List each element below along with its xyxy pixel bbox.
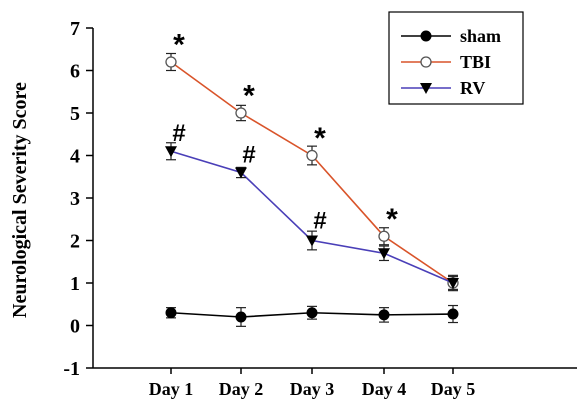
significance-asterisk: * <box>386 203 398 236</box>
data-point <box>235 107 247 119</box>
legend-label: sham <box>460 26 501 46</box>
data-point <box>420 83 432 94</box>
data-point <box>306 307 318 319</box>
annotation-layer: * * * * # # # <box>172 29 398 236</box>
legend: sham TBI RV <box>388 11 524 105</box>
data-point <box>165 56 177 68</box>
y-tick-label: 3 <box>70 188 80 210</box>
series-layer <box>165 52 459 327</box>
x-tick-label: Day 3 <box>290 379 335 399</box>
legend-item-rv: RV <box>401 78 485 98</box>
x-tick-label: Day 1 <box>149 379 194 399</box>
y-tick-label: 5 <box>70 103 80 125</box>
x-tick-label: Day 5 <box>431 379 476 399</box>
data-point <box>165 146 177 158</box>
significance-hash: # <box>313 207 326 234</box>
data-point <box>235 311 247 323</box>
data-point <box>420 30 432 42</box>
series-sham <box>165 304 459 327</box>
legend-label: TBI <box>460 52 491 72</box>
y-axis-title: Neurological Severity Score <box>9 82 31 318</box>
significance-hash: # <box>172 120 185 147</box>
data-point <box>306 149 318 162</box>
significance-hash: # <box>242 141 255 168</box>
y-tick-label: 4 <box>70 146 80 168</box>
series-rv <box>165 142 459 290</box>
data-point <box>235 167 247 179</box>
x-tick-label: Day 2 <box>219 379 264 399</box>
data-point <box>378 248 390 260</box>
y-tick-label: -1 <box>63 358 80 380</box>
data-point <box>378 309 390 321</box>
legend-item-tbi: TBI <box>401 52 491 72</box>
y-tick-label: 1 <box>70 273 80 295</box>
y-tick-label: 2 <box>70 231 80 253</box>
y-tick-label: 7 <box>70 18 80 40</box>
series-tbi <box>165 52 459 292</box>
significance-asterisk: * <box>243 80 255 113</box>
series-line <box>170 150 454 284</box>
significance-asterisk: * <box>314 122 326 155</box>
y-tick-label: 0 <box>70 316 80 338</box>
legend-label: RV <box>460 78 485 98</box>
data-point <box>165 307 177 319</box>
legend-box <box>388 11 524 105</box>
legend-item-sham: sham <box>401 26 501 46</box>
y-tick-label: 6 <box>70 61 80 83</box>
axes: -1 0 1 2 3 4 5 6 7 Day 1 Day 2 Day 3 Day 4 Day 5 <box>63 18 577 399</box>
data-point <box>447 278 459 289</box>
x-tick-label: Day 4 <box>362 379 407 399</box>
data-point <box>420 56 432 68</box>
data-point <box>306 235 318 247</box>
data-point <box>378 230 390 242</box>
data-point <box>447 308 459 320</box>
significance-asterisk: * <box>173 29 185 62</box>
